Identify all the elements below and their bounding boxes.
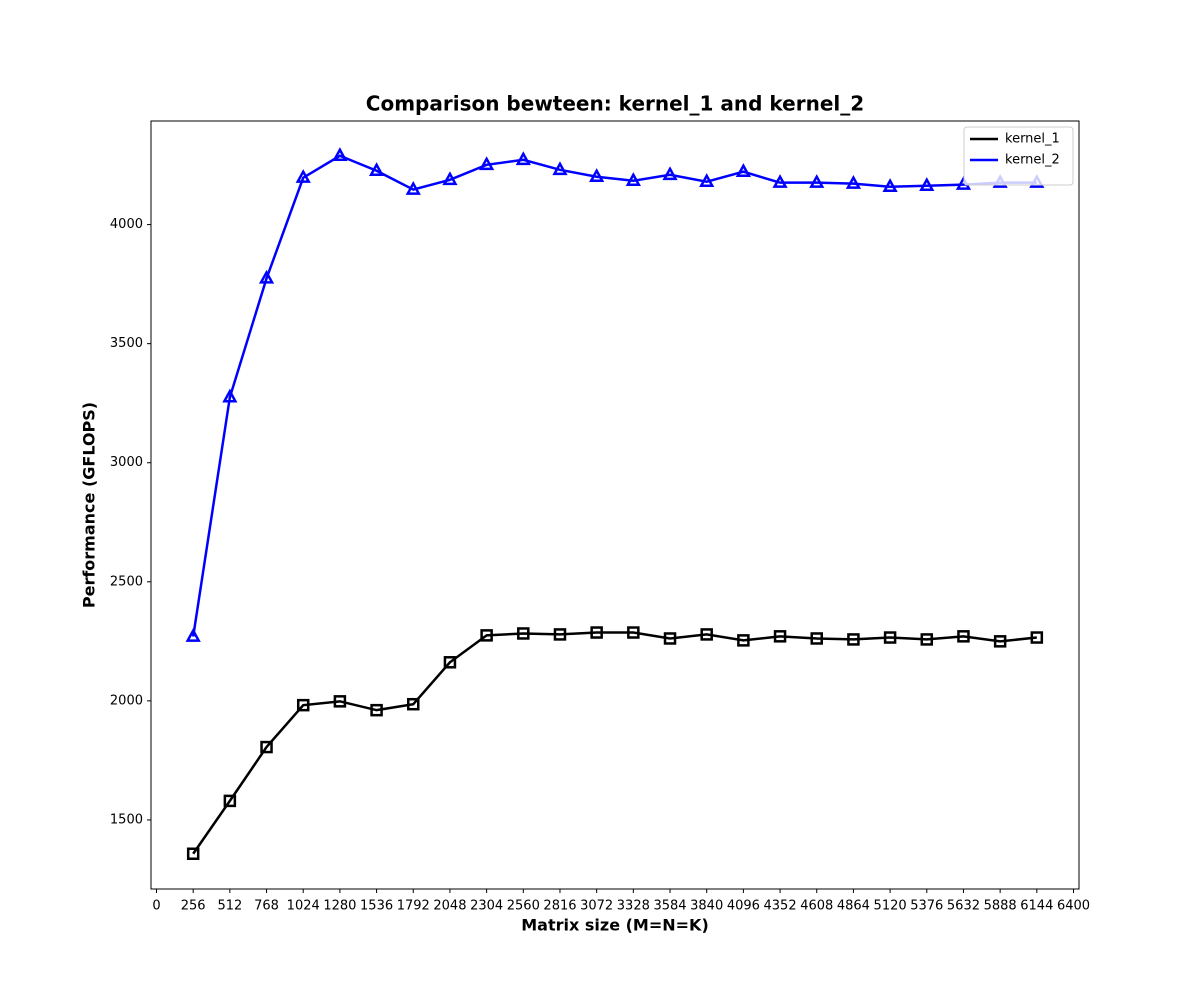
- marker: [883, 631, 897, 644]
- marker: [333, 695, 347, 708]
- marker: [882, 178, 898, 192]
- series-line: [191, 154, 1037, 637]
- legend-label: kernel_1: [1005, 132, 1060, 147]
- marker: [517, 627, 530, 640]
- x-tick-label: 1792: [397, 899, 430, 914]
- marker: [480, 629, 493, 642]
- marker: [260, 740, 273, 754]
- marker: [737, 634, 750, 647]
- marker: [845, 175, 862, 189]
- x-tick-label: 3840: [690, 899, 723, 914]
- x-tick-label: 4608: [800, 899, 833, 914]
- marker: [407, 697, 420, 711]
- x-tick-label: 2304: [470, 899, 503, 914]
- marker: [443, 656, 457, 669]
- x-tick-label: 6144: [1020, 899, 1053, 914]
- x-tick-label: 3584: [653, 899, 686, 914]
- marker: [847, 633, 860, 646]
- marker: [809, 174, 825, 188]
- marker: [920, 633, 934, 646]
- plot-frame: [150, 120, 1080, 890]
- marker: [700, 628, 713, 641]
- x-tick-label: 1536: [360, 899, 393, 914]
- y-axis-label: Performance (GFLOPS): [80, 402, 99, 608]
- legend-label: kernel_2: [1005, 153, 1060, 168]
- marker: [957, 630, 970, 643]
- x-tick-label: 1280: [323, 899, 356, 914]
- y-tick-label: 3000: [110, 455, 143, 470]
- marker: [296, 698, 310, 712]
- marker: [295, 169, 311, 183]
- x-tick-label: 5120: [874, 899, 907, 914]
- marker: [663, 632, 677, 645]
- marker: [735, 163, 751, 177]
- marker: [185, 627, 201, 642]
- marker: [1030, 631, 1044, 644]
- marker: [552, 161, 568, 176]
- y-tick-label: 1500: [110, 812, 143, 827]
- marker: [625, 172, 641, 187]
- x-tick-label: 0: [152, 899, 160, 914]
- x-tick-label: 768: [254, 899, 279, 914]
- marker: [405, 180, 421, 195]
- x-tick-label: 2816: [543, 899, 576, 914]
- x-tick-label: 6400: [1057, 899, 1090, 914]
- marker: [590, 626, 603, 639]
- marker: [772, 174, 788, 188]
- marker: [442, 171, 458, 186]
- marker: [368, 162, 385, 177]
- marker: [553, 628, 567, 641]
- x-tick-label: 5376: [910, 899, 943, 914]
- marker: [662, 166, 678, 181]
- x-tick-label: 2048: [433, 899, 466, 914]
- marker: [993, 635, 1007, 648]
- x-tick-label: 5632: [947, 899, 980, 914]
- marker: [699, 173, 715, 187]
- x-tick-label: 1024: [287, 899, 320, 914]
- x-tick-label: 256: [181, 899, 206, 914]
- y-tick-label: 4000: [110, 217, 143, 232]
- marker: [627, 626, 640, 639]
- marker: [222, 388, 238, 403]
- marker: [223, 794, 237, 808]
- x-tick-label: 4096: [727, 899, 760, 914]
- x-tick-label: 4352: [764, 899, 797, 914]
- x-tick-label: 512: [217, 899, 242, 914]
- marker: [370, 703, 383, 717]
- y-tick-label: 2500: [110, 574, 143, 589]
- x-tick-label: 3328: [617, 899, 650, 914]
- marker: [332, 147, 348, 162]
- x-tick-label: 5888: [984, 899, 1017, 914]
- x-tick-label: 3072: [580, 899, 613, 914]
- chart-title: Comparison bewteen: kernel_1 and kernel_…: [366, 92, 864, 116]
- series-line: [192, 631, 1037, 855]
- legend-box: [963, 126, 1074, 186]
- x-tick-label: 2560: [507, 899, 540, 914]
- marker: [479, 156, 495, 171]
- marker: [810, 632, 823, 645]
- marker: [589, 168, 605, 182]
- marker: [258, 269, 275, 284]
- marker: [773, 630, 787, 643]
- x-tick-label: 4864: [837, 899, 870, 914]
- y-tick-label: 2000: [110, 693, 143, 708]
- x-axis-label: Matrix size (M=N=K): [521, 916, 709, 935]
- marker: [515, 151, 531, 166]
- marker: [186, 847, 200, 861]
- marker: [919, 177, 935, 192]
- y-tick-label: 3500: [110, 336, 143, 351]
